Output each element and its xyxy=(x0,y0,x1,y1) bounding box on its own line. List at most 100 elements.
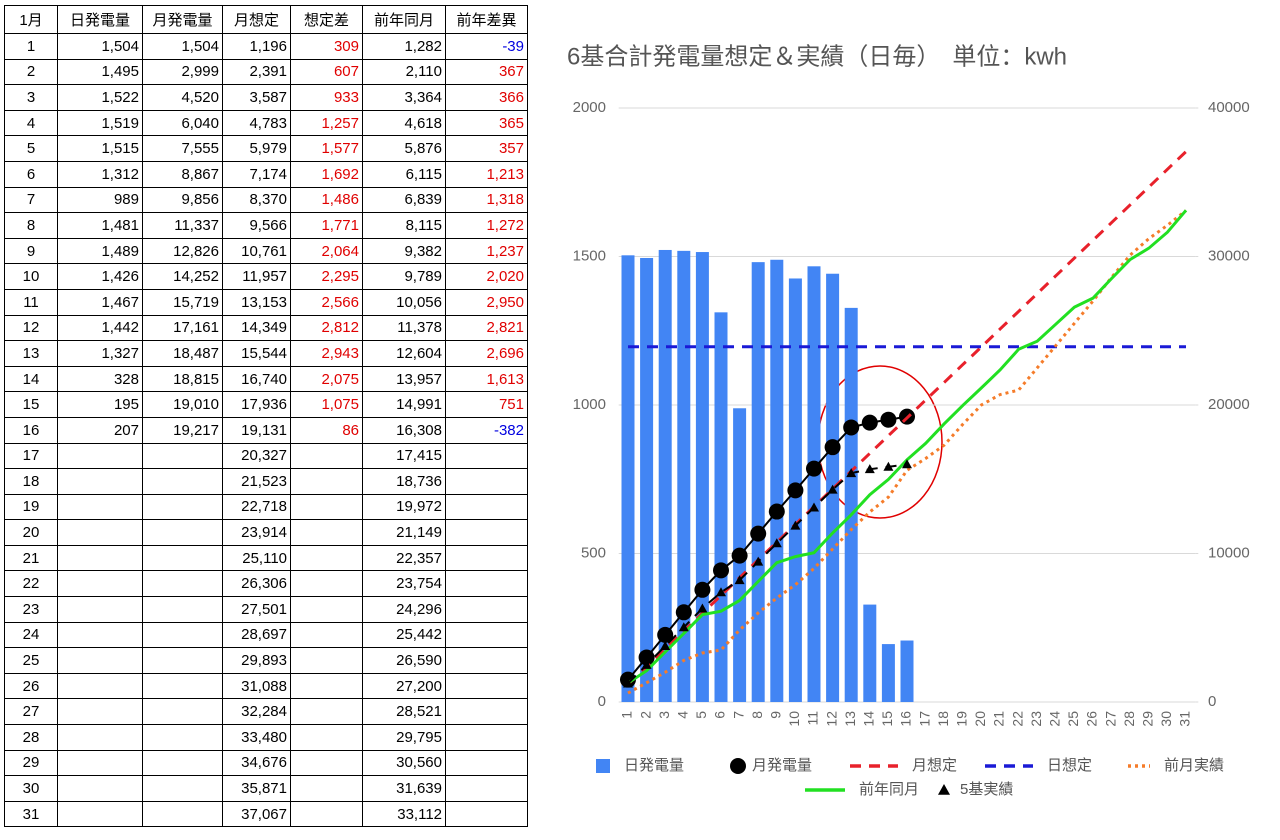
table-cell: 1,467 xyxy=(57,288,143,316)
table-cell: 26 xyxy=(4,672,58,700)
table-cell: 14 xyxy=(4,365,58,393)
x-tick-label: 3 xyxy=(656,711,672,719)
bar xyxy=(844,307,858,702)
table-cell xyxy=(57,698,143,726)
table-cell: 6,040 xyxy=(142,109,223,137)
table-cell: 1,504 xyxy=(57,33,143,60)
table-row: 21 25,110 22,357 xyxy=(4,544,528,572)
table-cell: 2,295 xyxy=(290,263,363,290)
table-row: 27 32,284 28,521 xyxy=(4,698,528,726)
table-cell: 28,697 xyxy=(222,621,291,649)
table-cell: 6 xyxy=(4,160,58,188)
bar xyxy=(863,604,877,702)
table-cell: 2,950 xyxy=(445,288,528,316)
x-tick-label: 5 xyxy=(693,711,709,719)
table-row: 29 34,676 30,560 xyxy=(4,749,528,777)
table-cell: 1,442 xyxy=(57,314,143,342)
table-cell xyxy=(57,672,143,700)
y-tick-label: 500 xyxy=(581,544,606,561)
table-cell: 7,555 xyxy=(142,135,223,162)
table-cell: 1,282 xyxy=(362,33,446,60)
legend-label: 5基実績 xyxy=(960,781,1013,798)
table-cell: 3 xyxy=(4,84,58,111)
table-cell: 2,696 xyxy=(445,340,528,367)
table-cell: 2 xyxy=(4,58,58,86)
table-row: 1 1,504 1,504 1,196 309 1,282 -39 xyxy=(4,33,528,60)
table-cell xyxy=(57,442,143,470)
table-cell: 11,378 xyxy=(362,314,446,342)
table-cell: 18,815 xyxy=(142,365,223,393)
table-cell: 8,370 xyxy=(222,186,291,214)
legend-label: 月発電量 xyxy=(752,757,812,774)
table-cell: 22 xyxy=(4,570,58,598)
table-cell: 1,519 xyxy=(57,109,143,137)
table-row: 18 21,523 18,736 xyxy=(4,468,528,495)
table-cell: 1,515 xyxy=(57,135,143,162)
table-cell xyxy=(57,647,143,674)
table-cell: 21,149 xyxy=(362,519,446,546)
table-cell xyxy=(290,621,363,649)
table-cell: 25,110 xyxy=(222,544,291,572)
table-cell: 1,522 xyxy=(57,84,143,111)
table-cell xyxy=(290,596,363,623)
point xyxy=(843,419,860,436)
point xyxy=(675,604,692,621)
table-cell: 2,075 xyxy=(290,365,363,393)
x-tick-label: 28 xyxy=(1121,711,1137,727)
header-cell: 月発電量 xyxy=(142,5,223,34)
table-cell xyxy=(290,749,363,777)
table-cell: 2,821 xyxy=(445,314,528,342)
legend-label: 前年同月 xyxy=(859,781,919,798)
bar xyxy=(658,249,672,702)
point xyxy=(750,525,767,542)
table-cell: 195 xyxy=(57,391,143,418)
line-series xyxy=(627,415,908,681)
point xyxy=(827,484,838,494)
table-cell: 1,481 xyxy=(57,212,143,239)
table-cell: 4,520 xyxy=(142,84,223,111)
table-row: 3 1,522 4,520 3,587 933 3,364 366 xyxy=(4,84,528,111)
table-cell: 31,639 xyxy=(362,775,446,802)
table-cell: 18,487 xyxy=(142,340,223,367)
table-row: 26 31,088 27,200 xyxy=(4,672,528,700)
table-cell: 4 xyxy=(4,109,58,137)
table-cell: 207 xyxy=(57,416,143,444)
table-cell xyxy=(445,621,528,649)
table-row: 17 20,327 17,415 xyxy=(4,442,528,470)
table-cell xyxy=(290,647,363,674)
table-cell: 365 xyxy=(445,109,528,137)
table-cell: 21,523 xyxy=(222,468,291,495)
table-cell: 5,876 xyxy=(362,135,446,162)
table-cell: 25,442 xyxy=(362,621,446,649)
table-cell: 9 xyxy=(4,237,58,265)
table-cell: 2,943 xyxy=(290,340,363,367)
x-tick-label: 14 xyxy=(861,711,877,727)
x-tick-label: 1 xyxy=(619,711,635,719)
table-row: 13 1,327 18,487 15,544 2,943 12,604 2,696 xyxy=(4,340,528,367)
header-cell: 前年同月 xyxy=(362,5,446,34)
table-cell: 33,480 xyxy=(222,724,291,751)
table-row: 9 1,489 12,826 10,761 2,064 9,382 1,237 xyxy=(4,237,528,265)
table-row: 11 1,467 15,719 13,153 2,566 10,056 2,950 xyxy=(4,288,528,316)
table-cell: 23,914 xyxy=(222,519,291,546)
table-cell xyxy=(142,493,223,521)
table-cell: 12 xyxy=(4,314,58,342)
table-cell: 309 xyxy=(290,33,363,60)
point xyxy=(806,460,822,477)
y2-tick-label: 30000 xyxy=(1208,247,1250,264)
table-cell: 7,174 xyxy=(222,160,291,188)
table-row: 23 27,501 24,296 xyxy=(4,596,528,623)
table-cell: 1,318 xyxy=(445,186,528,214)
x-tick-label: 13 xyxy=(842,711,858,727)
x-tick-label: 7 xyxy=(730,711,746,719)
x-tick-label: 12 xyxy=(823,711,839,727)
legend-label: 日想定 xyxy=(1047,757,1092,774)
table-cell: 14,349 xyxy=(222,314,291,342)
x-tick-label: 23 xyxy=(1028,711,1044,727)
table-cell: 1,495 xyxy=(57,58,143,86)
table-cell: 1,692 xyxy=(290,160,363,188)
table-cell: 6,839 xyxy=(362,186,446,214)
table-cell: 20,327 xyxy=(222,442,291,470)
x-tick-label: 24 xyxy=(1047,711,1063,727)
